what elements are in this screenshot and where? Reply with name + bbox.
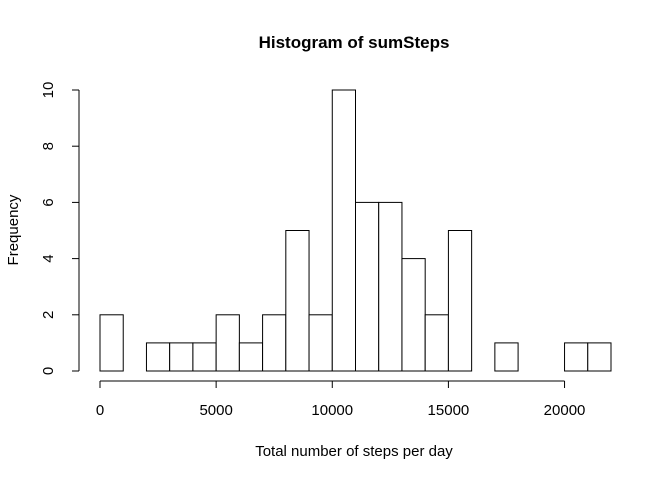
x-tick-label: 20000 [544,402,586,419]
histogram-bar-8 [285,230,310,372]
histogram-bar-20 [564,342,589,372]
x-tick-label: 10000 [311,402,353,419]
y-tick-label: 6 [40,198,57,206]
y-tick-label: 4 [40,254,57,262]
y-tick-label: 10 [40,82,57,99]
histogram-bar-3 [169,342,194,372]
histogram-bar-7 [262,314,287,372]
x-tick-label: 0 [96,402,104,419]
histogram-bars [99,89,612,372]
y-tick-label: 8 [40,142,57,150]
y-axis: 0 2 4 6 8 10 [40,82,80,375]
histogram-bar-2 [145,342,171,372]
histogram-bar-14 [424,314,449,372]
histogram-bar-13 [401,258,426,372]
histogram-bar-15 [447,230,473,372]
histogram-bar-17 [494,342,519,372]
histogram-bar-12 [378,201,403,372]
x-axis-label: Total number of steps per day [255,443,453,460]
y-tick-label: 0 [40,367,57,375]
histogram-bar-5 [215,314,240,372]
x-axis: 0 5000 10000 15000 20000 [96,380,586,419]
x-tick-label: 5000 [199,402,232,419]
histogram-bar-10 [331,89,357,372]
histogram-bar-11 [355,201,380,372]
histogram-bar-9 [308,314,333,372]
histogram-bar-4 [192,342,217,372]
y-tick-label: 2 [40,311,57,319]
histogram-bar-21 [587,342,612,372]
histogram-bar-0 [99,314,124,372]
y-axis-label: Frequency [5,194,22,265]
x-tick-label: 15000 [428,402,470,419]
histogram-bar-6 [238,342,264,372]
chart-title: Histogram of sumSteps [259,33,450,52]
